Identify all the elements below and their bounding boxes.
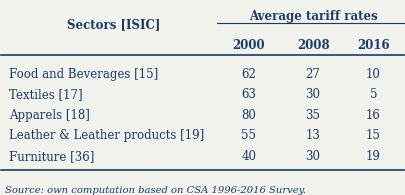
Text: 2008: 2008 — [297, 39, 329, 52]
Text: 27: 27 — [306, 68, 320, 81]
Text: 2000: 2000 — [232, 39, 265, 52]
Text: Food and Beverages [15]: Food and Beverages [15] — [9, 68, 159, 81]
Text: 10: 10 — [366, 68, 381, 81]
Text: 15: 15 — [366, 129, 381, 142]
Text: Furniture [36]: Furniture [36] — [9, 150, 95, 163]
Text: Average tariff rates: Average tariff rates — [249, 10, 377, 23]
Text: Apparels [18]: Apparels [18] — [9, 109, 90, 122]
Text: Leather & Leather products [19]: Leather & Leather products [19] — [9, 129, 205, 142]
Text: 62: 62 — [241, 68, 256, 81]
Text: 35: 35 — [306, 109, 321, 122]
Text: 2016: 2016 — [357, 39, 390, 52]
Text: 19: 19 — [366, 150, 381, 163]
Text: 5: 5 — [370, 88, 377, 101]
Text: 80: 80 — [241, 109, 256, 122]
Text: 63: 63 — [241, 88, 256, 101]
Text: 40: 40 — [241, 150, 256, 163]
Text: 30: 30 — [306, 88, 321, 101]
Text: 30: 30 — [306, 150, 321, 163]
Text: 13: 13 — [306, 129, 320, 142]
Text: 16: 16 — [366, 109, 381, 122]
Text: 55: 55 — [241, 129, 256, 142]
Text: Sectors [ISIC]: Sectors [ISIC] — [67, 18, 161, 31]
Text: Textiles [17]: Textiles [17] — [9, 88, 83, 101]
Text: Source: own computation based on CSA 1996-2016 Survey.: Source: own computation based on CSA 199… — [5, 186, 307, 195]
